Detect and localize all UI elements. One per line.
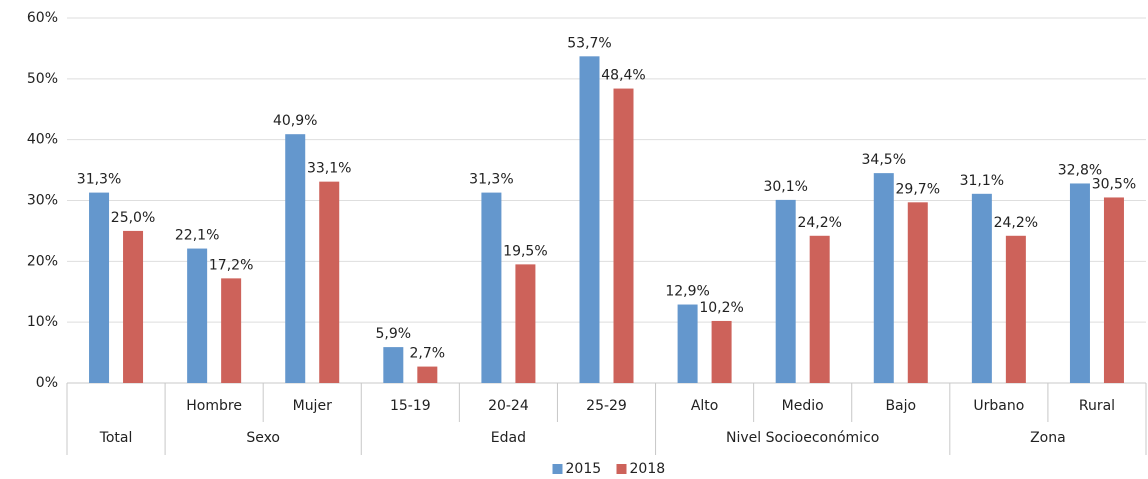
data-label: 33,1%: [307, 161, 351, 177]
bar: [1005, 235, 1026, 383]
data-label: 31,3%: [469, 172, 513, 188]
data-label: 53,7%: [567, 35, 611, 51]
bar: [809, 235, 830, 383]
x-tick-label: Bajo: [885, 398, 916, 414]
bar: [221, 278, 242, 383]
bar: [515, 264, 536, 383]
x-tick-label: Urbano: [973, 398, 1024, 414]
data-label: 30,5%: [1092, 176, 1136, 192]
bar: [1069, 183, 1090, 383]
group-label: Total: [99, 430, 133, 446]
data-label: 24,2%: [797, 215, 841, 231]
x-tick-label: 15-19: [390, 398, 431, 414]
data-label: 30,1%: [763, 179, 807, 195]
x-tick-label: Mujer: [293, 398, 332, 414]
x-tick-label: Medio: [782, 398, 824, 414]
data-label: 32,8%: [1058, 162, 1102, 178]
bar: [481, 192, 502, 383]
group-label: Edad: [491, 430, 526, 446]
data-label: 24,2%: [994, 215, 1038, 231]
x-tick-label: Rural: [1079, 398, 1115, 414]
bar: [873, 173, 894, 383]
data-label: 48,4%: [601, 68, 645, 84]
data-label: 12,9%: [665, 284, 709, 300]
bar: [319, 181, 340, 383]
bar: [187, 248, 208, 383]
group-label: Sexo: [246, 430, 280, 446]
bar: [907, 202, 928, 383]
bar: [417, 366, 438, 383]
data-label: 19,5%: [503, 243, 547, 259]
x-tick-label: Alto: [691, 398, 719, 414]
group-label: Nivel Socioeconómico: [726, 430, 879, 446]
bar: [89, 192, 110, 383]
legend-swatch: [552, 464, 563, 474]
data-label: 17,2%: [209, 257, 253, 273]
data-label: 25,0%: [111, 210, 155, 226]
data-label: 40,9%: [273, 113, 317, 129]
bar: [1103, 197, 1124, 383]
legend-swatch: [616, 464, 627, 474]
bar: [711, 320, 732, 383]
data-label: 22,1%: [175, 228, 219, 244]
bar: [613, 88, 634, 384]
bar: [383, 347, 404, 383]
legend-label: 2018: [630, 461, 666, 477]
y-tick-label: 40%: [27, 132, 58, 148]
x-tick-label: 25-29: [586, 398, 627, 414]
bar: [775, 199, 796, 383]
data-label: 5,9%: [376, 326, 412, 342]
bar: [285, 134, 306, 383]
bar: [123, 230, 144, 383]
bar: [971, 193, 992, 383]
bar: [579, 56, 600, 383]
group-label: Zona: [1030, 430, 1066, 446]
data-label: 29,7%: [896, 181, 940, 197]
x-tick-label: Hombre: [186, 398, 242, 414]
y-tick-label: 0%: [36, 375, 58, 391]
data-label: 31,3%: [77, 172, 121, 188]
y-tick-label: 10%: [27, 314, 58, 330]
data-label: 31,1%: [960, 173, 1004, 189]
x-tick-label: 20-24: [488, 398, 529, 414]
y-tick-label: 60%: [27, 10, 58, 26]
y-tick-label: 20%: [27, 253, 58, 269]
y-tick-label: 50%: [27, 71, 58, 87]
data-label: 2,7%: [410, 346, 446, 362]
legend-label: 2015: [566, 461, 602, 477]
bar: [677, 304, 698, 383]
data-label: 34,5%: [862, 152, 906, 168]
y-tick-label: 30%: [27, 193, 58, 209]
data-label: 10,2%: [699, 300, 743, 316]
